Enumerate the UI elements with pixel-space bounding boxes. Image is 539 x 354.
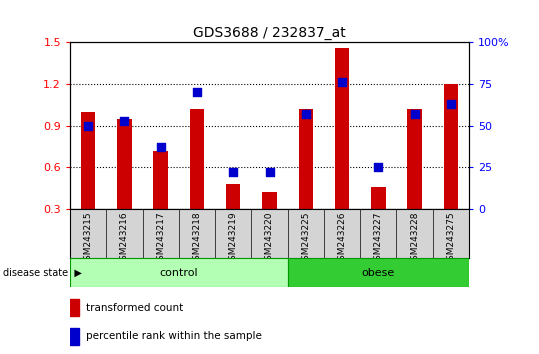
Text: GSM243228: GSM243228	[410, 211, 419, 266]
Text: GSM243217: GSM243217	[156, 211, 165, 266]
Text: GSM243275: GSM243275	[446, 211, 455, 266]
Bar	[154, 151, 168, 209]
Text: GSM243220: GSM243220	[265, 211, 274, 266]
Bar	[190, 109, 204, 209]
Text: control: control	[160, 268, 198, 278]
Bar	[81, 112, 95, 209]
Text: GSM243215: GSM243215	[84, 211, 93, 266]
Bar	[299, 109, 313, 209]
Text: GSM243219: GSM243219	[229, 211, 238, 266]
Point	[156, 144, 165, 150]
Bar	[117, 119, 132, 209]
Bar	[335, 48, 349, 209]
Bar	[444, 84, 458, 209]
Text: transformed count: transformed count	[86, 303, 183, 313]
Title: GDS3688 / 232837_at: GDS3688 / 232837_at	[193, 26, 346, 40]
Point	[192, 90, 201, 95]
Text: disease state  ▶: disease state ▶	[3, 268, 81, 278]
Bar	[226, 184, 240, 209]
Bar	[262, 192, 277, 209]
Bar	[407, 109, 422, 209]
Text: GSM243218: GSM243218	[192, 211, 202, 266]
Text: GSM243227: GSM243227	[374, 211, 383, 266]
Point	[446, 101, 455, 107]
Point	[410, 111, 419, 117]
Point	[338, 80, 347, 85]
Bar	[288, 258, 469, 287]
Point	[265, 170, 274, 175]
Text: GSM243216: GSM243216	[120, 211, 129, 266]
Point	[301, 111, 310, 117]
Point	[374, 164, 383, 170]
Bar	[371, 187, 385, 209]
Text: obese: obese	[362, 268, 395, 278]
Text: GSM243225: GSM243225	[301, 211, 310, 266]
Bar	[70, 258, 288, 287]
Point	[84, 123, 93, 129]
Point	[229, 170, 238, 175]
Point	[120, 118, 129, 124]
Text: GSM243226: GSM243226	[337, 211, 347, 266]
Bar	[70, 299, 79, 316]
Text: percentile rank within the sample: percentile rank within the sample	[86, 331, 262, 341]
Bar	[70, 328, 79, 345]
